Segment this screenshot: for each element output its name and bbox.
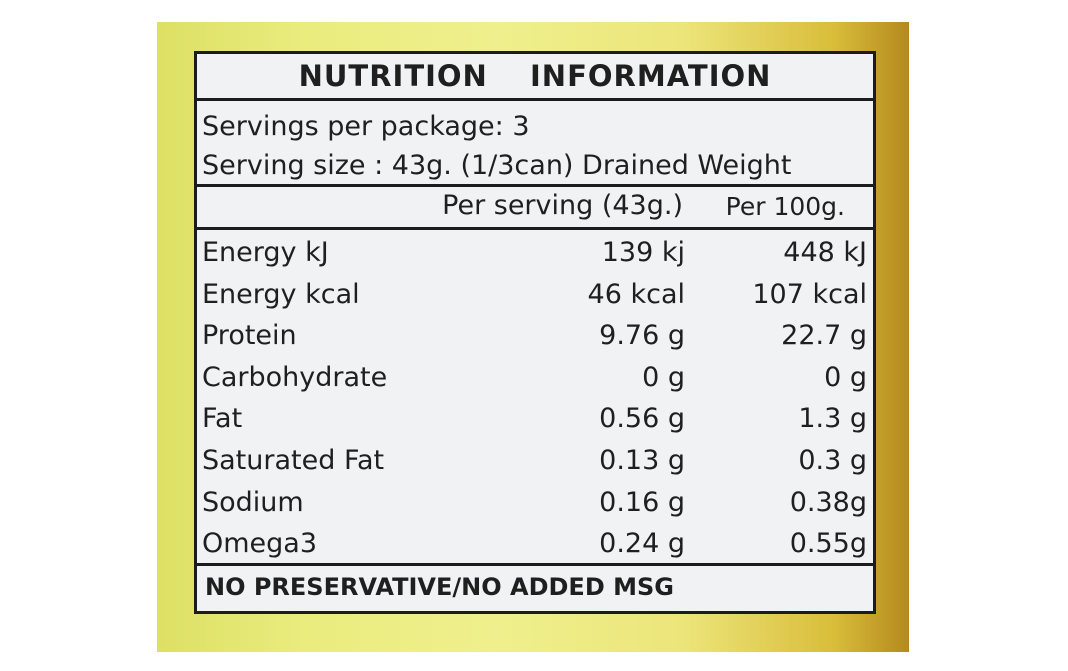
nutrient-name: Protein: [202, 320, 297, 352]
nutrient-per-serving: 9.76 g: [599, 320, 685, 352]
nutrient-per-100g: 107 kcal: [752, 278, 867, 310]
nutrient-per-serving: 46 kcal: [587, 278, 685, 310]
footer-note: NO PRESERVATIVE/NO ADDED MSG: [197, 566, 873, 608]
nutrient-row: Protein 9.76 g 22.7 g: [197, 317, 873, 359]
nutrient-per-serving: 139 kj: [601, 237, 685, 268]
nutrient-per-100g: 0.55g: [789, 528, 867, 560]
serving-info: Servings per package: 3 Serving size : 4…: [197, 101, 873, 187]
nutrient-per-serving: 0.24 g: [599, 528, 685, 560]
nutrient-name: Sodium: [202, 486, 304, 518]
column-headers: Per serving (43g.) Per 100g.: [197, 187, 873, 230]
footer-note-text: NO PRESERVATIVE/NO ADDED MSG: [205, 573, 674, 601]
nutrient-row: Sodium 0.16 g 0.38g: [197, 484, 873, 526]
nutrient-per-100g: 0 g: [824, 361, 867, 393]
nutrient-per-100g: 22.7 g: [781, 320, 867, 352]
nutrient-name: Omega3: [202, 528, 318, 560]
nutrient-per-100g: 448 kJ: [783, 237, 867, 268]
nutrient-per-serving: 0.56 g: [599, 403, 685, 435]
nutrient-row: Omega3 0.24 g 0.55g: [197, 525, 873, 567]
nutrition-information-panel: NUTRITION INFORMATION Servings per packa…: [194, 51, 876, 614]
nutrient-name: Saturated Fat: [202, 444, 385, 476]
nutrient-row: Fat 0.56 g 1.3 g: [197, 400, 873, 442]
nutrient-row: Energy kcal 46 kcal 107 kcal: [197, 276, 873, 318]
nutrient-row: Saturated Fat 0.13 g 0.3 g: [197, 442, 873, 484]
nutrient-per-100g: 1.3 g: [798, 403, 867, 435]
header-per-100g: Per 100g.: [725, 192, 845, 221]
nutrient-name: Energy kJ: [202, 237, 329, 268]
nutrient-row: Carbohydrate 0 g 0 g: [197, 359, 873, 401]
nutrient-name: Carbohydrate: [202, 361, 388, 393]
servings-per-package: Servings per package: 3: [202, 111, 530, 142]
nutrition-title-text: NUTRITION INFORMATION: [298, 59, 772, 93]
nutrient-name: Fat: [202, 403, 243, 435]
serving-size: Serving size : 43g. (1/3can) Drained Wei…: [202, 150, 792, 181]
nutrition-title: NUTRITION INFORMATION: [197, 54, 873, 101]
nutrient-per-100g: 0.38g: [789, 486, 867, 518]
nutrient-name: Energy kcal: [202, 278, 360, 310]
nutrient-table: Energy kJ 139 kj 448 kJ Energy kcal 46 k…: [197, 230, 873, 566]
nutrient-per-serving: 0.13 g: [599, 444, 685, 476]
nutrient-per-serving: 0 g: [642, 361, 685, 393]
header-per-serving: Per serving (43g.): [442, 190, 683, 221]
nutrient-per-serving: 0.16 g: [599, 486, 685, 518]
nutrient-per-100g: 0.3 g: [798, 444, 867, 476]
nutrient-row: Energy kJ 139 kj 448 kJ: [197, 234, 873, 276]
